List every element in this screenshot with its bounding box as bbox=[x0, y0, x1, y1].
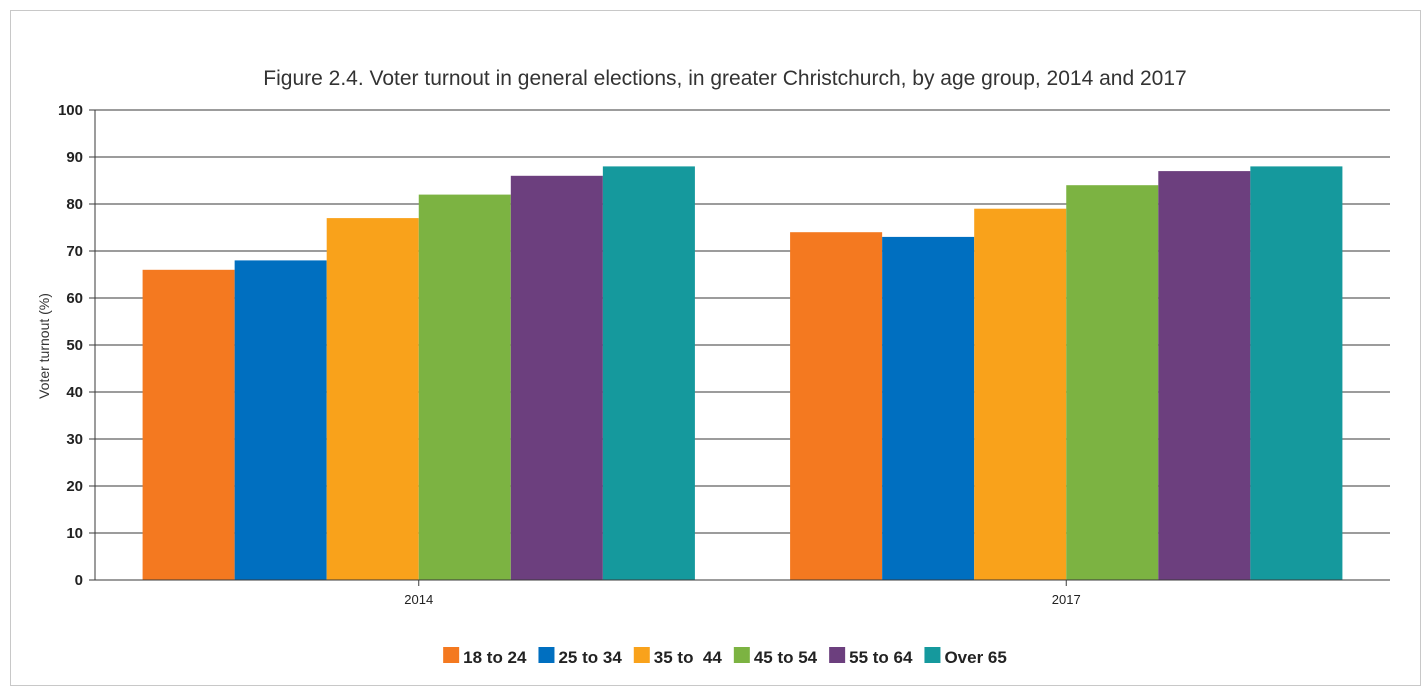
legend-swatch bbox=[538, 647, 555, 663]
x-tick-label: 2014 bbox=[404, 592, 433, 607]
bar bbox=[1250, 166, 1343, 580]
y-tick-label: 70 bbox=[66, 243, 83, 260]
bars bbox=[142, 166, 1343, 581]
y-tick-label: 60 bbox=[66, 290, 83, 307]
bar bbox=[142, 269, 235, 580]
bar bbox=[234, 260, 327, 580]
legend-swatch bbox=[443, 647, 460, 663]
y-tick-label: 10 bbox=[66, 525, 83, 542]
legend-swatch bbox=[733, 647, 750, 663]
bar bbox=[602, 166, 695, 580]
legend-swatch bbox=[924, 647, 941, 663]
y-tick-label: 0 bbox=[75, 572, 83, 589]
bar bbox=[1066, 185, 1159, 580]
legend-label: 35 to 44 bbox=[654, 648, 723, 667]
legend-label: 55 to 64 bbox=[849, 648, 913, 667]
bar bbox=[974, 208, 1067, 580]
y-tick-label: 100 bbox=[58, 102, 83, 119]
bar bbox=[882, 236, 975, 580]
y-tick-label: 90 bbox=[66, 149, 83, 166]
legend-label: 45 to 54 bbox=[754, 648, 818, 667]
y-tick-label: 40 bbox=[66, 384, 83, 401]
y-tick-label: 50 bbox=[66, 337, 83, 354]
y-tick-label: 30 bbox=[66, 431, 83, 448]
legend-swatch bbox=[633, 647, 650, 663]
legend-swatch bbox=[829, 647, 846, 663]
legend-label: 18 to 24 bbox=[463, 648, 527, 667]
y-axis-label: Voter turnout (%) bbox=[36, 293, 52, 399]
x-tick-label: 2017 bbox=[1052, 592, 1081, 607]
chart-title: Figure 2.4. Voter turnout in general ele… bbox=[263, 67, 1186, 90]
axes: 0 10 20 30 40 50 60 70 80 90 100 2014 2017 bbox=[58, 102, 1390, 607]
legend-label: Over 65 bbox=[944, 648, 1006, 667]
bar bbox=[510, 175, 603, 581]
y-tick-label: 20 bbox=[66, 478, 83, 495]
y-tick-label: 80 bbox=[66, 196, 83, 213]
bar bbox=[1158, 171, 1251, 580]
legend-label: 25 to 34 bbox=[558, 648, 622, 667]
bar bbox=[418, 194, 511, 580]
bar bbox=[326, 218, 419, 580]
bar bbox=[790, 232, 883, 580]
legend: 18 to 24 25 to 34 35 to 44 45 to 54 55 to 64… bbox=[443, 647, 1007, 667]
